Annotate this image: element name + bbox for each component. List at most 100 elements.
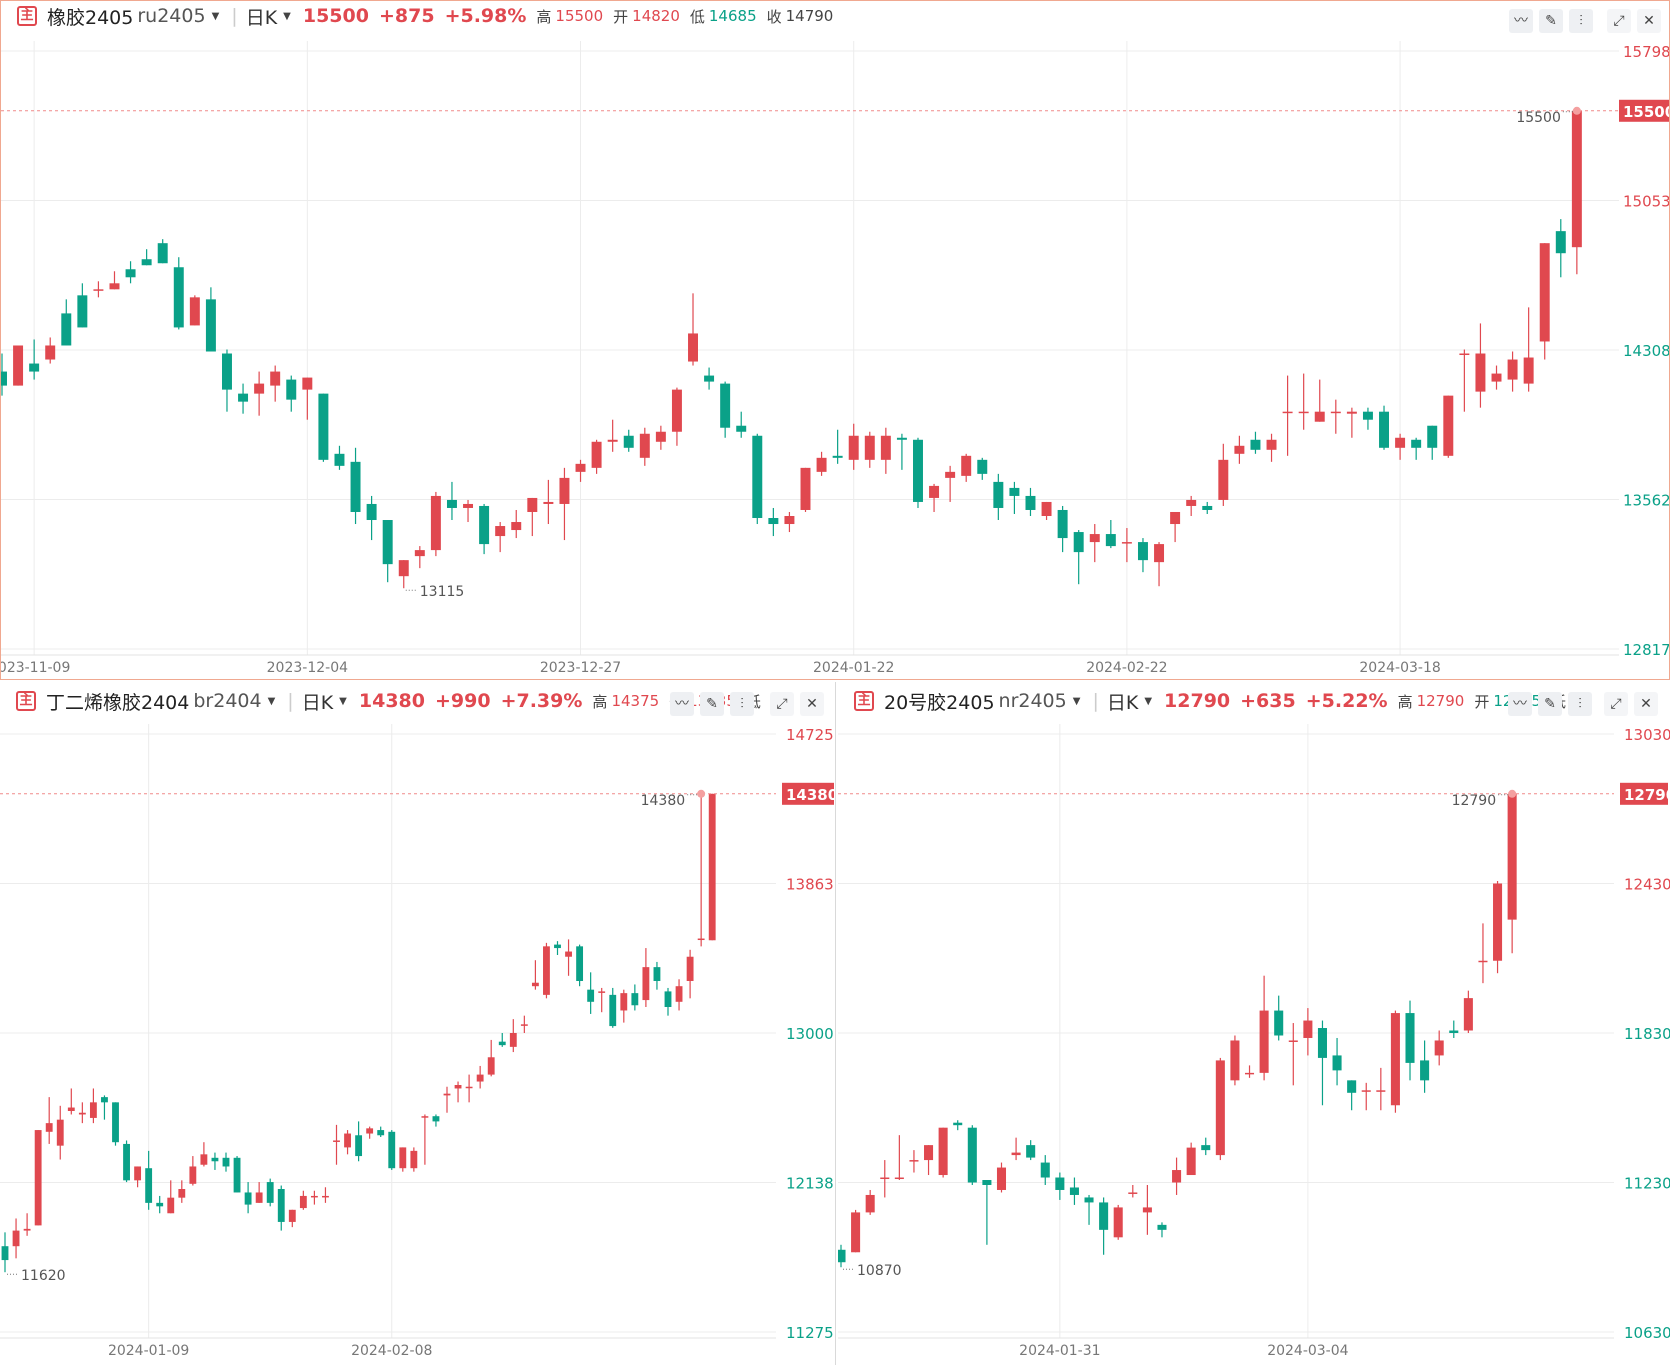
candle[interactable] bbox=[479, 503, 490, 555]
expand-icon[interactable]: ⤢ bbox=[1607, 9, 1631, 33]
candle[interactable] bbox=[382, 520, 393, 583]
chevron-down-icon[interactable]: ▼ bbox=[1072, 695, 1081, 707]
candle[interactable] bbox=[543, 942, 550, 999]
candle[interactable] bbox=[576, 944, 584, 987]
pen-icon[interactable]: ✎ bbox=[1538, 692, 1562, 716]
chevron-down-icon[interactable]: ▼ bbox=[267, 695, 276, 707]
candle[interactable] bbox=[1274, 995, 1284, 1041]
candle[interactable] bbox=[270, 365, 281, 402]
candle[interactable] bbox=[1523, 307, 1534, 392]
candlestick-chart[interactable]: 13030 12430 11830 11230 10630 2024-01-31 2024-… bbox=[838, 682, 1670, 1365]
candle[interactable] bbox=[708, 793, 716, 941]
candle[interactable] bbox=[1105, 520, 1116, 549]
candle[interactable] bbox=[200, 1142, 208, 1167]
candle[interactable] bbox=[1330, 399, 1341, 434]
candle[interactable] bbox=[1084, 1194, 1094, 1225]
candle[interactable] bbox=[476, 1065, 484, 1089]
candle[interactable] bbox=[1057, 505, 1068, 553]
candle[interactable] bbox=[23, 1213, 31, 1236]
chevron-down-icon[interactable]: ▼ bbox=[283, 10, 291, 22]
candle[interactable] bbox=[784, 511, 795, 533]
candle[interactable] bbox=[1259, 975, 1269, 1081]
candle[interactable] bbox=[366, 495, 377, 541]
candle[interactable] bbox=[1463, 990, 1473, 1033]
candle[interactable] bbox=[1128, 1184, 1138, 1198]
candle[interactable] bbox=[1390, 1010, 1400, 1113]
candle[interactable] bbox=[123, 1140, 130, 1183]
candle[interactable] bbox=[388, 1130, 396, 1170]
candle[interactable] bbox=[1449, 1020, 1459, 1038]
candle[interactable] bbox=[880, 1160, 890, 1198]
candle[interactable] bbox=[559, 467, 570, 541]
candle[interactable] bbox=[1234, 435, 1245, 464]
candle[interactable] bbox=[1434, 1030, 1444, 1066]
candle[interactable] bbox=[1142, 1184, 1152, 1235]
candle[interactable] bbox=[838, 1244, 846, 1268]
contract-code[interactable]: br2404 bbox=[193, 690, 262, 712]
candle[interactable] bbox=[675, 979, 683, 1011]
candle[interactable] bbox=[1491, 365, 1502, 390]
candle[interactable] bbox=[1571, 110, 1582, 275]
candle[interactable] bbox=[67, 1088, 75, 1115]
candle[interactable] bbox=[896, 433, 907, 470]
candle[interactable] bbox=[56, 1105, 64, 1160]
candle[interactable] bbox=[1303, 1008, 1313, 1056]
candle[interactable] bbox=[1055, 1172, 1065, 1200]
candle[interactable] bbox=[704, 367, 715, 390]
candle[interactable] bbox=[157, 239, 168, 264]
contract-code[interactable]: nr2405 bbox=[998, 690, 1067, 712]
candle[interactable] bbox=[671, 387, 682, 446]
close-icon[interactable]: ✕ bbox=[1637, 9, 1661, 33]
chevron-down-icon[interactable]: ▼ bbox=[339, 695, 347, 707]
candle[interactable] bbox=[697, 793, 705, 947]
contract-name[interactable]: 橡胶2405 bbox=[47, 6, 134, 29]
candle[interactable] bbox=[961, 453, 972, 482]
candle[interactable] bbox=[967, 1125, 977, 1185]
candle[interactable] bbox=[909, 1150, 919, 1173]
candle[interactable] bbox=[1395, 433, 1406, 460]
candle[interactable] bbox=[101, 1095, 108, 1120]
candle[interactable] bbox=[377, 1126, 385, 1137]
candle[interactable] bbox=[78, 1102, 86, 1124]
candle[interactable] bbox=[125, 261, 136, 284]
candle[interactable] bbox=[996, 1162, 1007, 1193]
candle[interactable] bbox=[527, 497, 538, 537]
candle[interactable] bbox=[211, 1152, 219, 1170]
candle[interactable] bbox=[399, 1147, 407, 1172]
candle[interactable] bbox=[1201, 1137, 1211, 1156]
candle[interactable] bbox=[1244, 1065, 1255, 1078]
candle[interactable] bbox=[112, 1102, 119, 1146]
candle[interactable] bbox=[1089, 524, 1100, 563]
candle[interactable] bbox=[752, 433, 763, 525]
candle[interactable] bbox=[520, 1015, 528, 1033]
candle[interactable] bbox=[1443, 395, 1454, 458]
candle[interactable] bbox=[61, 299, 72, 346]
candle[interactable] bbox=[1539, 243, 1550, 360]
candle[interactable] bbox=[1361, 1082, 1371, 1111]
candle[interactable] bbox=[1475, 323, 1486, 408]
candle[interactable] bbox=[189, 1156, 197, 1186]
candle[interactable] bbox=[277, 1185, 285, 1231]
candle[interactable] bbox=[607, 419, 618, 452]
candle[interactable] bbox=[929, 483, 940, 512]
candle[interactable] bbox=[45, 337, 56, 364]
candle[interactable] bbox=[1113, 1204, 1123, 1240]
candle[interactable] bbox=[598, 987, 606, 1013]
candle[interactable] bbox=[913, 437, 923, 508]
candle[interactable] bbox=[350, 447, 361, 525]
candle[interactable] bbox=[465, 1074, 473, 1103]
candle[interactable] bbox=[1459, 349, 1470, 412]
candle[interactable] bbox=[221, 349, 232, 412]
candle[interactable] bbox=[89, 1088, 97, 1124]
candle[interactable] bbox=[77, 283, 88, 328]
candle[interactable] bbox=[1346, 407, 1357, 438]
contract-name[interactable]: 丁二烯橡胶2404 bbox=[46, 691, 190, 714]
candle[interactable] bbox=[255, 1182, 263, 1203]
candle[interactable] bbox=[1040, 1155, 1050, 1185]
candle[interactable] bbox=[1507, 793, 1517, 954]
candle[interactable] bbox=[145, 1150, 153, 1210]
candle[interactable] bbox=[1025, 487, 1036, 516]
contract-name[interactable]: 20号胶2405 bbox=[884, 691, 995, 714]
expand-icon[interactable]: ⤢ bbox=[1604, 692, 1628, 716]
candle[interactable] bbox=[1427, 425, 1438, 460]
